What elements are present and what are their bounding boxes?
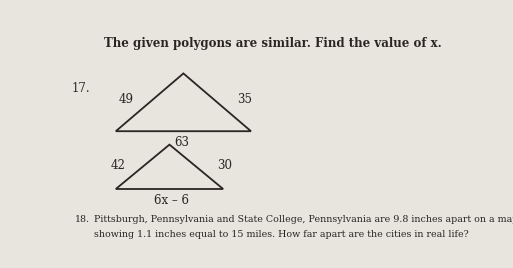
Text: The given polygons are similar. Find the value of x.: The given polygons are similar. Find the…: [104, 37, 442, 50]
Text: 17.: 17.: [72, 82, 91, 95]
Text: 63: 63: [174, 136, 189, 149]
Text: 30: 30: [217, 159, 232, 172]
Text: 6x – 6: 6x – 6: [154, 194, 189, 207]
Text: Pittsburgh, Pennsylvania and State College, Pennsylvania are 9.8 inches apart on: Pittsburgh, Pennsylvania and State Colle…: [94, 215, 513, 224]
Text: 35: 35: [237, 93, 252, 106]
Text: 18.: 18.: [75, 215, 90, 224]
Text: 49: 49: [119, 93, 134, 106]
Text: 42: 42: [111, 159, 126, 172]
Text: showing 1.1 inches equal to 15 miles. How far apart are the cities in real life?: showing 1.1 inches equal to 15 miles. Ho…: [94, 230, 469, 239]
